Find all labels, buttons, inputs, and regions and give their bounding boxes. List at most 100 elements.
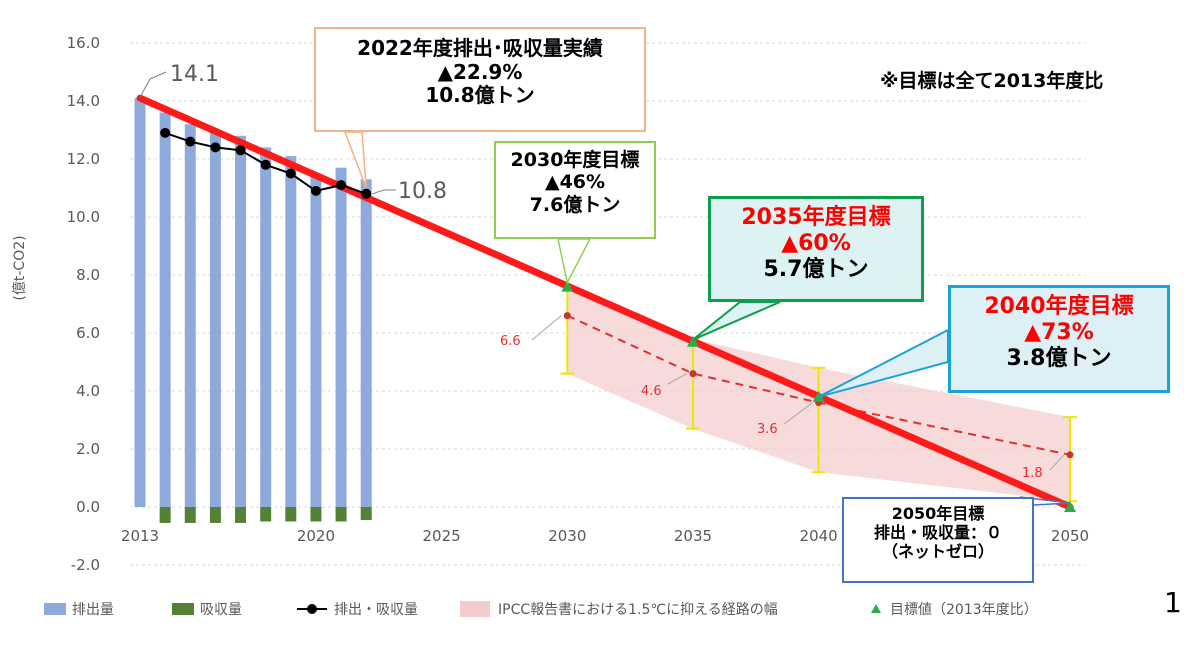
y-tick-label: 0.0	[76, 498, 100, 516]
ipcc-median-point	[563, 312, 571, 320]
ipcc-median-path	[566, 314, 1071, 456]
callout-2030-title: 2030年度目標	[510, 149, 640, 171]
target-marker	[561, 280, 574, 292]
callout-2050-target: 2050年目標 排出・吸収量：０ （ネットゼロ）	[842, 497, 1034, 583]
target-line	[136, 94, 1074, 511]
legend-absorption-label: 吸収量	[200, 602, 242, 618]
callout-2040-pct: ▲73%	[1024, 319, 1094, 345]
callout-2022-pointer	[343, 131, 367, 189]
legend-band-label: IPCC報告書における1.5℃に抑える経路の幅	[498, 602, 778, 618]
emissions-bar	[235, 135, 247, 508]
net-emissions-point	[361, 188, 372, 199]
data-labels: 14.1 10.8 6.6 4.6 3.6 1.8	[139, 62, 1065, 481]
x-tick-label: 2025	[423, 527, 461, 545]
emissions-bar	[159, 112, 171, 507]
callout-2022-title: 2022年度排出･吸収量実績	[357, 36, 603, 60]
emissions-bar	[134, 98, 146, 507]
target-path	[136, 94, 1074, 511]
y-tick-label: 8.0	[76, 266, 100, 284]
y-tick-label: 2.0	[76, 440, 100, 458]
callout-2050-title: 2050年目標	[891, 504, 985, 523]
absorption-bar	[310, 507, 322, 522]
latest-label-leader	[372, 189, 396, 195]
callout-2030-pct: ▲46%	[544, 171, 606, 194]
callout-2035-target: 2035年度目標 ▲60% 5.7億トン	[708, 196, 924, 302]
net-emissions-point	[310, 185, 321, 196]
y-tick-label: -2.0	[71, 556, 100, 574]
ipcc-median-point	[689, 370, 697, 378]
baseline-note: ※目標は全て2013年度比	[880, 70, 1104, 92]
net-emissions-point	[160, 127, 171, 138]
absorption-bar	[360, 507, 372, 521]
page-number: 1	[1164, 586, 1182, 619]
ipcc-median-point	[1066, 451, 1074, 459]
legend-net-label: 排出・吸収量	[334, 602, 418, 618]
absorption-bar	[184, 507, 196, 523]
y-tick-label: 16.0	[67, 34, 100, 52]
legend-target-label: 目標値（2013年度比）	[890, 602, 1038, 618]
start-value-label: 14.1	[170, 62, 219, 87]
absorption-bars	[159, 507, 372, 523]
callout-2035-pointer	[692, 301, 781, 341]
callout-2022-actual: 2022年度排出･吸収量実績 ▲22.9% 10.8億トン	[314, 27, 646, 132]
net-emissions-point	[336, 180, 347, 191]
legend-absorption-swatch	[172, 603, 194, 615]
legend: 排出量 吸収量 排出・吸収量 IPCC報告書における1.5℃に抑える経路の幅 目標値（2…	[44, 601, 1038, 618]
y-tick-label: 14.0	[67, 92, 100, 110]
callout-2050-value: 排出・吸収量：０	[873, 522, 1002, 542]
x-tick-label: 2050	[1051, 527, 1089, 545]
emissions-bar	[335, 167, 347, 507]
ipcc-median-label: 3.6	[757, 422, 778, 437]
net-emissions-point	[185, 136, 196, 147]
callout-2035-pct: ▲60%	[781, 230, 851, 256]
callout-leaders	[343, 131, 1071, 506]
absorption-bar	[285, 507, 297, 522]
legend-emissions-label: 排出量	[72, 602, 114, 618]
callout-2030-pointer	[557, 238, 592, 285]
emissions-bar	[260, 147, 272, 507]
legend-target-marker	[871, 604, 881, 613]
callout-2022-value: 10.8億トン	[425, 83, 535, 108]
y-tick-label: 10.0	[67, 208, 100, 226]
callout-2040-title: 2040年度目標	[984, 294, 1134, 319]
y-tick-label: 6.0	[76, 324, 100, 342]
start-label-leader	[139, 71, 167, 98]
absorption-bar	[260, 507, 272, 522]
x-tick-label: 2013	[121, 527, 159, 545]
legend-band-swatch	[460, 601, 490, 617]
target-marker	[686, 335, 699, 347]
net-emissions-point	[260, 159, 271, 170]
emissions-bar	[310, 173, 322, 507]
axis-ticks: 16.0 14.0 12.0 10.0 8.0 6.0 4.0 2.0 0.0 -2.0 2013 2…	[67, 34, 1090, 574]
callout-2030-target: 2030年度目標 ▲46% 7.6億トン	[494, 141, 656, 239]
latest-value-label: 10.8	[398, 179, 447, 204]
emissions-bar	[209, 130, 221, 507]
x-tick-label: 2020	[297, 527, 335, 545]
callout-2035-value: 5.7億トン	[763, 256, 869, 282]
absorption-bar	[335, 507, 347, 522]
ipcc-median-label: 1.8	[1022, 466, 1043, 481]
absorption-bar	[209, 507, 221, 523]
absorption-bar	[159, 507, 171, 523]
callout-2040-value: 3.8億トン	[1006, 345, 1112, 371]
ipcc-median-leader	[1049, 454, 1065, 471]
legend-net-marker	[307, 604, 317, 614]
net-emissions-point	[235, 145, 246, 156]
y-axis-label: (億t-CO2)	[12, 235, 28, 300]
emissions-bar	[285, 156, 297, 507]
ipcc-median-leader	[531, 315, 562, 341]
x-tick-label: 2035	[674, 527, 712, 545]
x-tick-label: 2040	[800, 527, 838, 545]
emissions-bars	[134, 98, 372, 508]
x-tick-label: 2030	[548, 527, 586, 545]
net-emissions-line	[160, 127, 372, 199]
y-tick-label: 12.0	[67, 150, 100, 168]
callout-2040-target: 2040年度目標 ▲73% 3.8億トン	[948, 285, 1170, 393]
callout-2030-value: 7.6億トン	[529, 193, 621, 216]
ipcc-median-leader	[667, 373, 688, 385]
ipcc-range-bars	[560, 285, 1077, 503]
callout-2050-netzero: （ネットゼロ）	[881, 541, 994, 561]
ipcc-median-line	[563, 312, 1074, 459]
callout-2022-pct: ▲22.9%	[437, 59, 523, 84]
